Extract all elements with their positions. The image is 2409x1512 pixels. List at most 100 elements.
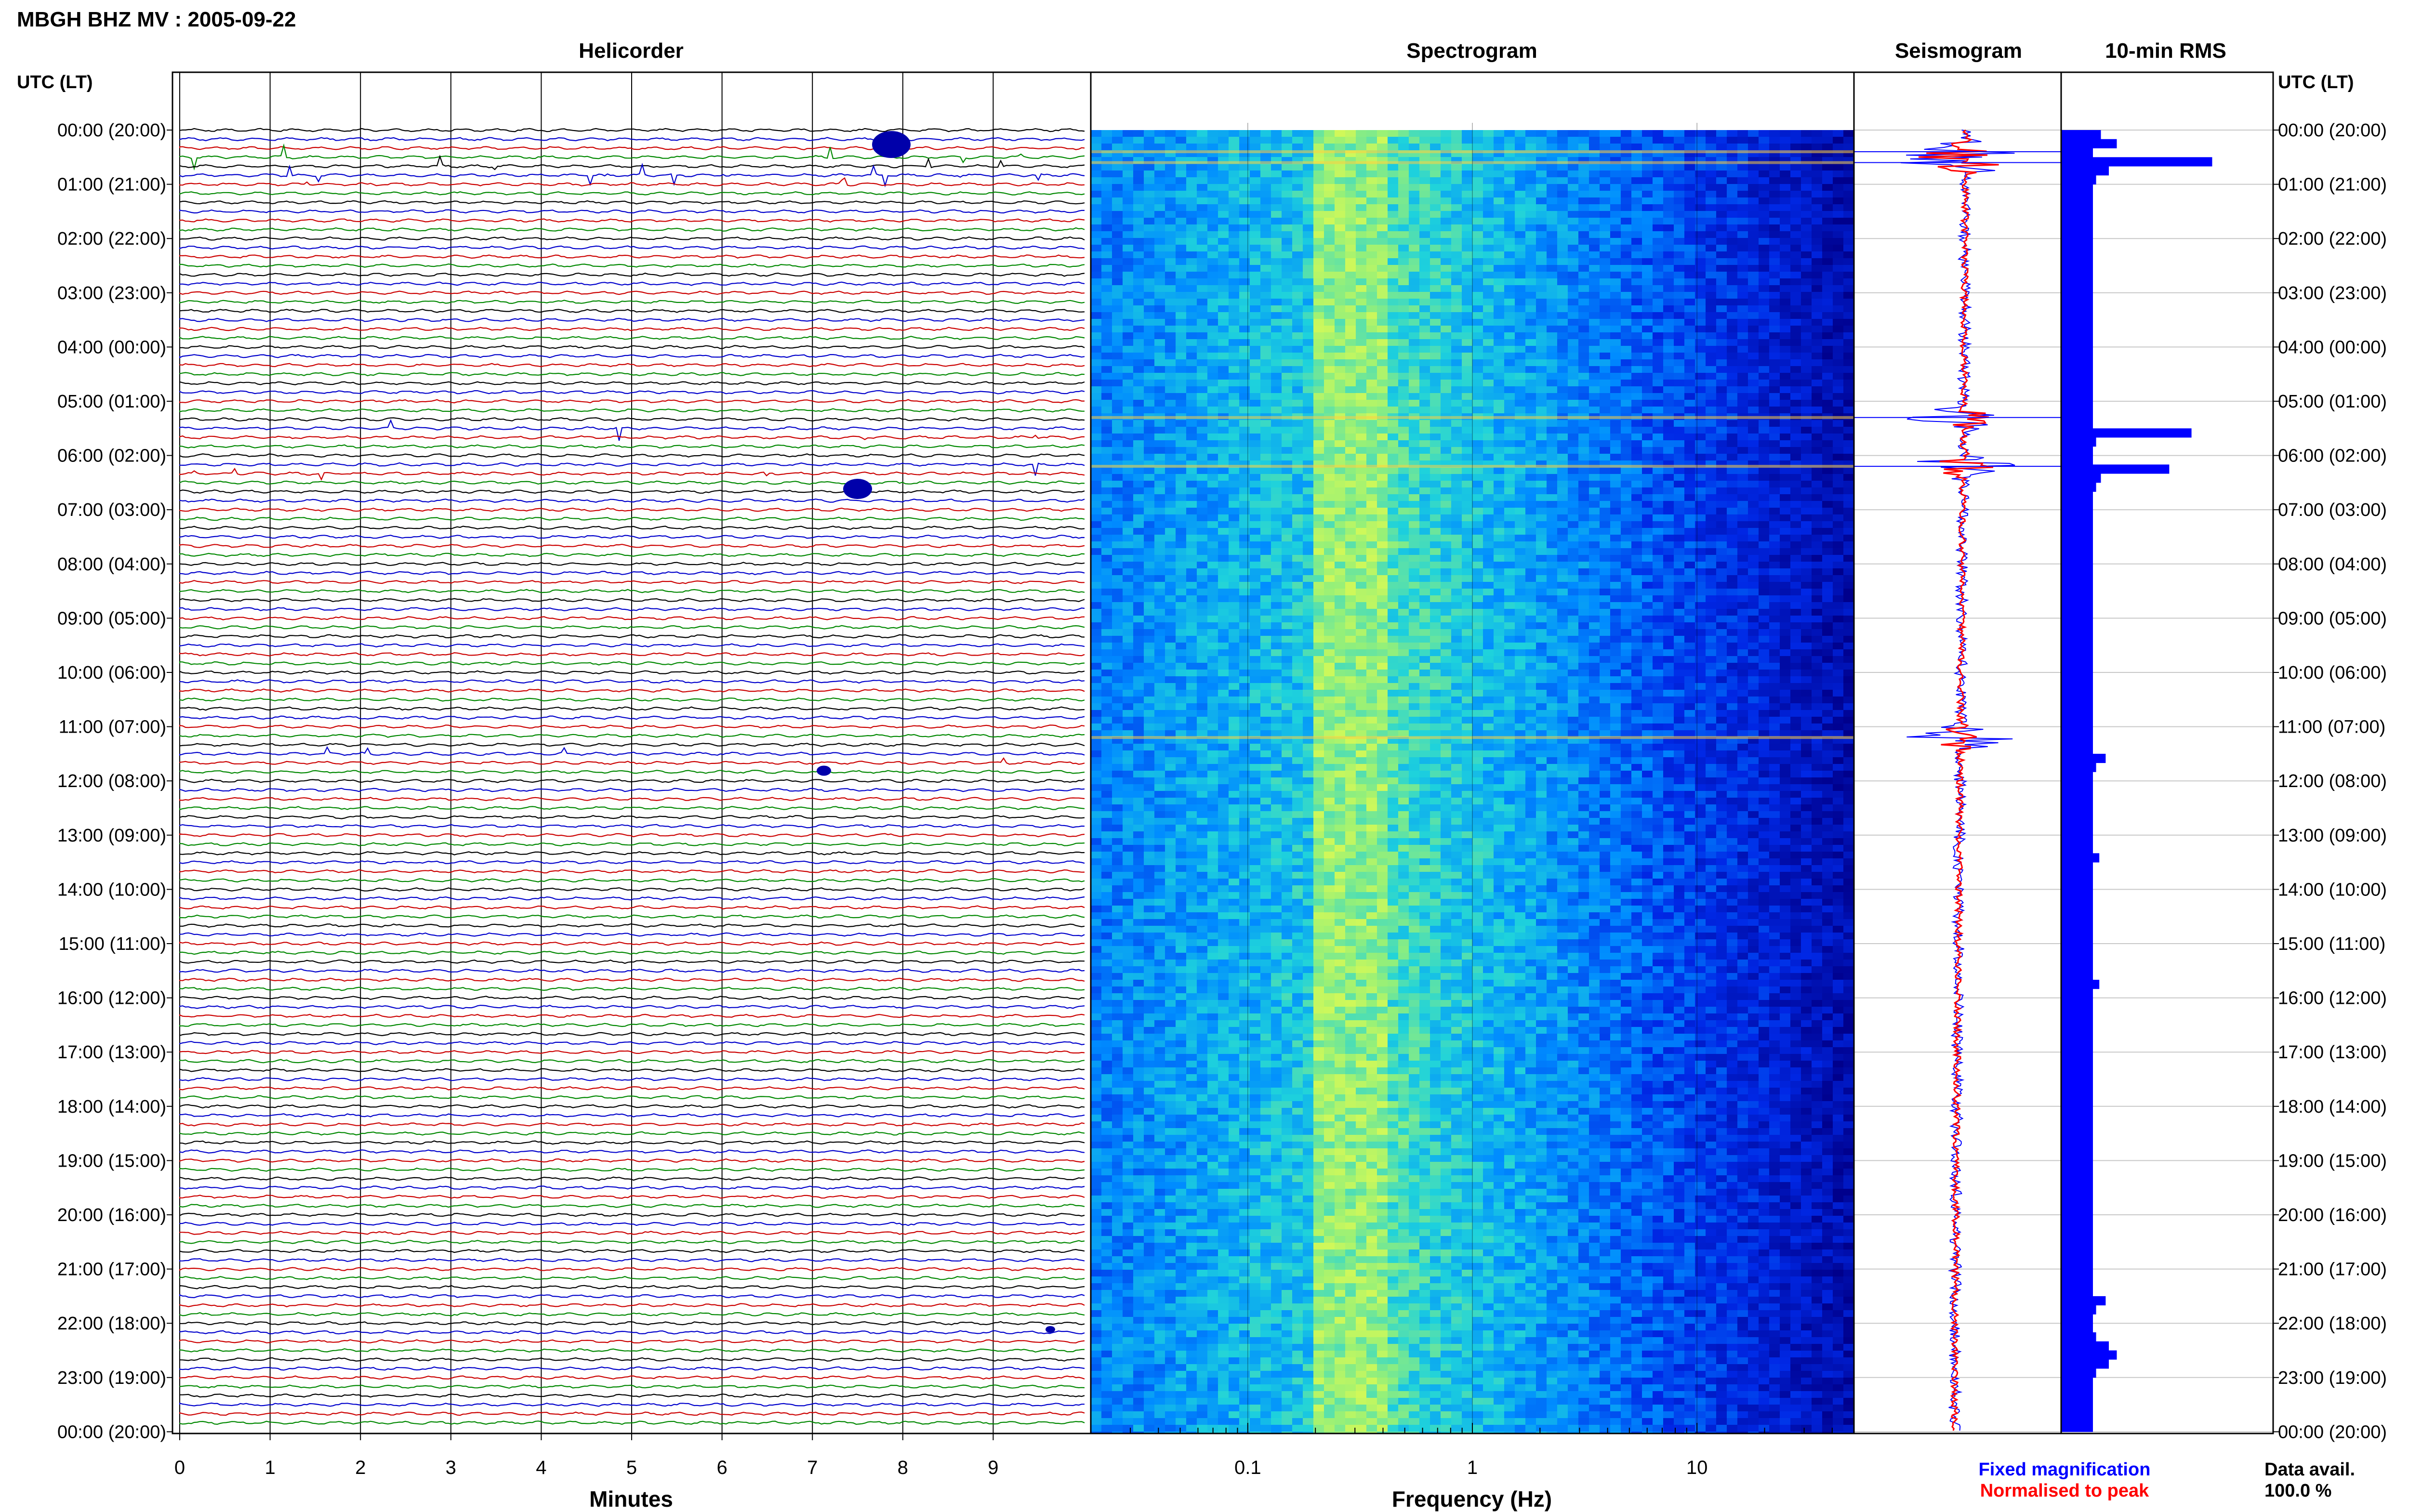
spectrogram-cell <box>1409 400 1420 407</box>
spectrogram-cell <box>1345 299 1356 306</box>
spectrogram-cell <box>1472 427 1483 434</box>
spectrogram-cell <box>1229 184 1240 191</box>
spectrogram-cell <box>1494 434 1505 441</box>
spectrogram-cell <box>1843 299 1854 306</box>
spectrogram-cell <box>1388 191 1399 198</box>
spectrogram-cell <box>1250 218 1261 225</box>
spectrogram-cell <box>1271 508 1282 515</box>
spectrogram-cell <box>1716 508 1727 515</box>
spectrogram-cell <box>1430 332 1441 340</box>
spectrogram-cell <box>1801 353 1812 360</box>
spectrogram-cell <box>1409 197 1420 205</box>
spectrogram-cell <box>1684 346 1695 353</box>
spectrogram-cell <box>1091 171 1102 178</box>
spectrogram-cell <box>1282 339 1293 346</box>
spectrogram-cell <box>1653 535 1664 542</box>
helicorder-trace-line <box>179 290 1085 295</box>
spectrogram-cell <box>1483 164 1494 171</box>
spectrogram-cell <box>1271 305 1282 313</box>
spectrogram-cell <box>1547 427 1558 434</box>
spectrogram-cell <box>1833 508 1844 515</box>
spectrogram-cell <box>1335 319 1346 326</box>
spectrogram-cell <box>1504 481 1515 488</box>
spectrogram-cell <box>1547 467 1558 474</box>
spectrogram-cell <box>1706 278 1717 286</box>
spectrogram-cell <box>1218 258 1229 265</box>
spectrogram-cell <box>1716 420 1727 427</box>
spectrogram-cell <box>1462 447 1473 454</box>
spectrogram-cell <box>1780 420 1791 427</box>
spectrogram-cell <box>1589 278 1600 286</box>
spectrogram-cell <box>1313 238 1324 245</box>
spectrogram-cell <box>1133 386 1144 394</box>
spectrogram-cell <box>1441 326 1452 333</box>
spectrogram-cell <box>1133 467 1144 474</box>
spectrogram-cell <box>1663 332 1674 340</box>
spectrogram-cell <box>1610 393 1621 400</box>
spectrogram-cell <box>1324 535 1335 542</box>
spectrogram-cell <box>1769 305 1780 313</box>
spectrogram-cell <box>1282 292 1293 299</box>
spectrogram-cell <box>1674 238 1685 245</box>
spectrogram-cell <box>1176 231 1187 238</box>
spectrogram-cell <box>1398 204 1409 211</box>
spectrogram-cell <box>1186 211 1197 218</box>
spectrogram-cell <box>1557 184 1568 191</box>
spectrogram-cell <box>1091 346 1102 353</box>
spectrogram-cell <box>1409 292 1420 299</box>
spectrogram-cell <box>1282 548 1293 555</box>
spectrogram-cell <box>1716 386 1727 394</box>
spectrogram-cell <box>1472 494 1483 501</box>
spectrogram-cell <box>1610 231 1621 238</box>
spectrogram-cell <box>1525 251 1536 259</box>
spectrogram-cell <box>1462 130 1473 137</box>
spectrogram-cell <box>1091 508 1102 515</box>
spectrogram-cell <box>1759 501 1770 508</box>
spectrogram-cell <box>1345 454 1356 461</box>
spectrogram-cell <box>1653 447 1664 454</box>
spectrogram-cell <box>1176 265 1187 272</box>
spectrogram-cell <box>1451 535 1462 542</box>
spectrogram-cell <box>1462 245 1473 252</box>
spectrogram-cell <box>1706 299 1717 306</box>
spectrogram-cell <box>1451 245 1462 252</box>
spectrogram-cell <box>1472 521 1483 528</box>
spectrogram-cell <box>1207 427 1218 434</box>
spectrogram-cell <box>1515 319 1526 326</box>
spectrogram-cell <box>1716 224 1727 232</box>
spectrogram-cell <box>1748 508 1759 515</box>
spectrogram-cell <box>1345 251 1356 259</box>
spectrogram-cell <box>1600 332 1611 340</box>
spectrogram-cell <box>1812 177 1823 184</box>
spectrogram-cell <box>1706 440 1717 447</box>
spectrogram-cell <box>1292 541 1303 549</box>
spectrogram-cell <box>1154 454 1165 461</box>
spectrogram-cell <box>1271 541 1282 549</box>
spectrogram-cell <box>1197 386 1208 394</box>
spectrogram-cell <box>1218 191 1229 198</box>
spectrogram-cell <box>1229 487 1240 495</box>
helicorder-trace-line <box>179 419 1085 441</box>
spectrogram-cell <box>1557 494 1568 501</box>
spectrogram-cell <box>1769 299 1780 306</box>
spectrogram-cell <box>1568 555 1579 562</box>
spectrogram-cell <box>1250 555 1261 562</box>
spectrogram-cell <box>1292 130 1303 137</box>
spectrogram-cell <box>1356 407 1367 414</box>
spectrogram-cell <box>1176 130 1187 137</box>
spectrogram-cell <box>1568 386 1579 394</box>
spectrogram-cell <box>1610 346 1621 353</box>
spectrogram-cell <box>1695 508 1706 515</box>
spectrogram-cell <box>1674 197 1685 205</box>
spectrogram-cell <box>1727 501 1738 508</box>
spectrogram-cell <box>1229 434 1240 441</box>
spectrogram-cell <box>1536 251 1547 259</box>
spectrogram-cell <box>1504 514 1515 522</box>
spectrogram-cell <box>1600 380 1611 387</box>
spectrogram-cell <box>1144 467 1155 474</box>
spectrogram-cell <box>1642 366 1653 373</box>
spectrogram-cell <box>1600 494 1611 501</box>
spectrogram-cell <box>1324 494 1335 501</box>
spectrogram-cell <box>1822 245 1833 252</box>
spectrogram-cell <box>1822 197 1833 205</box>
